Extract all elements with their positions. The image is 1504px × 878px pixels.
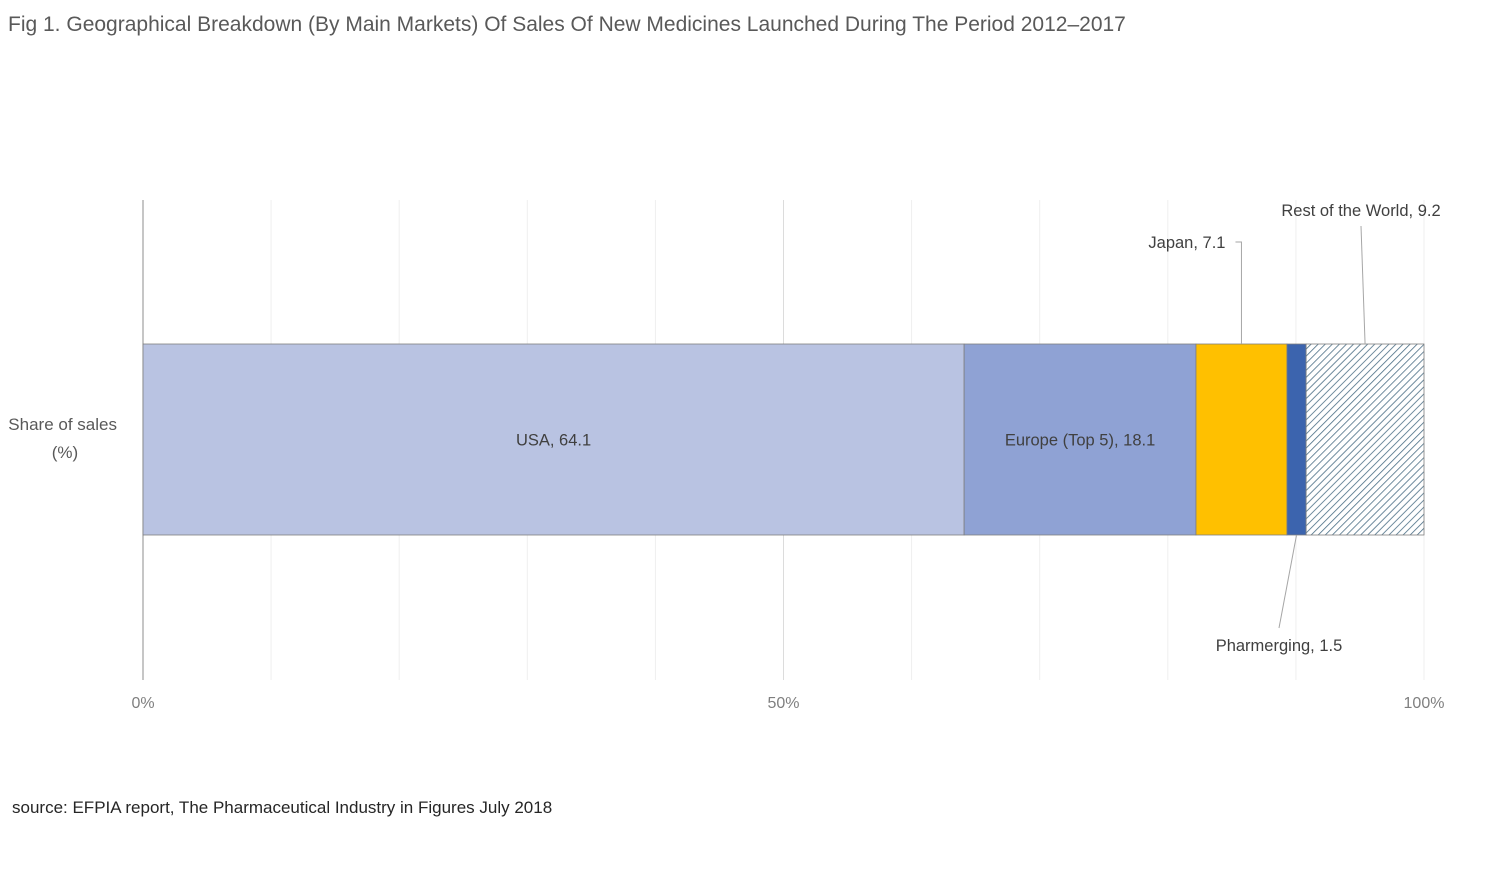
bar-japan <box>1195 343 1288 536</box>
category-label-line-2: (%) <box>52 443 78 462</box>
stacked-bar <box>142 343 1425 536</box>
x-axis-ticks: 0% 50% 100% <box>131 695 1444 712</box>
data-labels: USA, 64.1 Europe (Top 5), 18.1 Japan, 7.1 P… <box>516 202 1441 655</box>
data-label-europe-top-5: Europe (Top 5), 18.1 <box>1005 432 1155 450</box>
bar-pharmerging <box>1286 343 1307 536</box>
callout-line-japan <box>1235 241 1242 344</box>
data-label-japan: Japan, 7.1 <box>1148 234 1225 252</box>
data-label-rest-of-the-world: Rest of the World, 9.2 <box>1281 202 1440 220</box>
data-label-usa: USA, 64.1 <box>516 432 591 450</box>
bar-rest-of-the-world <box>1305 343 1425 536</box>
category-label-line-1: Share of sales <box>8 415 117 434</box>
category-label: Share of sales (%) <box>8 415 121 462</box>
bar-usa <box>142 343 965 536</box>
chart-title: Fig 1. Geographical Breakdown (By Main M… <box>8 13 1126 36</box>
bar-europe-top-5 <box>963 343 1197 536</box>
data-label-pharmerging: Pharmerging, 1.5 <box>1216 637 1343 655</box>
callout-line-rest-of-the-world <box>1360 225 1366 345</box>
callout-line-pharmerging <box>1278 534 1298 629</box>
label-callouts <box>1235 225 1366 629</box>
source-note: source: EFPIA report, The Pharmaceutical… <box>12 798 553 817</box>
x-tick-label: 0% <box>131 695 154 712</box>
x-tick-label: 100% <box>1404 695 1445 712</box>
x-tick-label: 50% <box>767 695 799 712</box>
